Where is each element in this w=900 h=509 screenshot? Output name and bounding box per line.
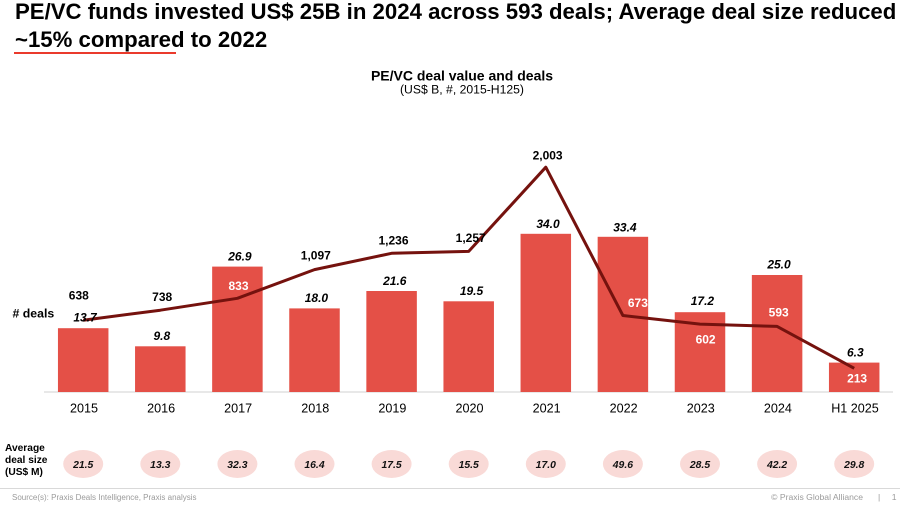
svg-text:26.9: 26.9: [227, 250, 252, 264]
svg-text:2024: 2024: [764, 402, 792, 416]
svg-text:33.4: 33.4: [613, 221, 637, 235]
svg-text:H1 2025: H1 2025: [831, 402, 879, 416]
svg-text:9.8: 9.8: [153, 329, 170, 343]
svg-text:PE/VC deal value and deals: PE/VC deal value and deals: [371, 67, 553, 83]
svg-text:593: 593: [769, 306, 789, 320]
svg-text:638: 638: [69, 288, 89, 302]
svg-text:13.7: 13.7: [73, 311, 98, 325]
svg-text:(US$ B, #, 2015-H125): (US$ B, #, 2015-H125): [400, 83, 524, 97]
svg-text:17.5: 17.5: [381, 460, 401, 471]
svg-text:13.3: 13.3: [150, 460, 170, 471]
svg-text:2,003: 2,003: [533, 149, 563, 163]
svg-text:602: 602: [696, 333, 716, 347]
svg-text:21.5: 21.5: [72, 460, 93, 471]
svg-text:42.2: 42.2: [766, 460, 787, 471]
svg-text:18.0: 18.0: [305, 291, 329, 305]
svg-text:833: 833: [228, 279, 248, 293]
svg-text:2023: 2023: [687, 402, 715, 416]
svg-text:2018: 2018: [301, 402, 329, 416]
svg-text:213: 213: [847, 371, 867, 385]
svg-text:1,097: 1,097: [301, 248, 331, 262]
svg-text:21.6: 21.6: [382, 274, 407, 288]
svg-text:2016: 2016: [147, 402, 175, 416]
svg-text:19.5: 19.5: [460, 284, 484, 298]
svg-text:# deals: # deals: [13, 306, 55, 320]
svg-text:29.8: 29.8: [843, 460, 864, 471]
svg-text:17.0: 17.0: [536, 460, 556, 471]
svg-text:17.2: 17.2: [691, 294, 715, 308]
svg-text:15.5: 15.5: [459, 460, 479, 471]
svg-text:16.4: 16.4: [304, 460, 324, 471]
svg-text:49.6: 49.6: [612, 460, 633, 471]
svg-text:1,257: 1,257: [456, 231, 486, 245]
svg-text:2017: 2017: [224, 402, 252, 416]
svg-text:32.3: 32.3: [227, 460, 247, 471]
svg-text:2021: 2021: [533, 402, 561, 416]
svg-text:6.3: 6.3: [847, 346, 864, 360]
svg-text:1,236: 1,236: [378, 234, 408, 248]
svg-text:34.0: 34.0: [536, 217, 560, 231]
svg-text:2020: 2020: [455, 402, 483, 416]
svg-text:738: 738: [152, 290, 172, 304]
svg-text:673: 673: [628, 296, 648, 310]
svg-text:2015: 2015: [70, 402, 98, 416]
svg-text:2022: 2022: [610, 402, 638, 416]
svg-text:28.5: 28.5: [689, 460, 710, 471]
svg-text:25.0: 25.0: [766, 257, 791, 271]
svg-text:2019: 2019: [378, 402, 406, 416]
